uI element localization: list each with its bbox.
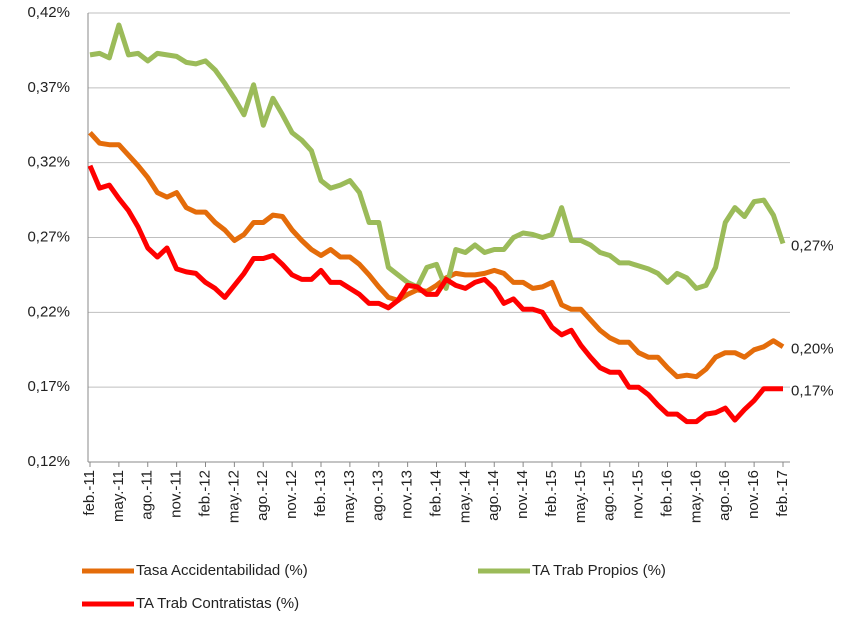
- x-tick-label: may.-14: [456, 470, 473, 523]
- x-tick-label: feb.-11: [81, 470, 98, 516]
- x-tick-label: nov.-12: [283, 470, 300, 519]
- x-tick-label: may.-12: [225, 470, 242, 523]
- x-tick-label: ago.-11: [139, 470, 156, 520]
- x-tick-label: feb.-15: [543, 470, 560, 517]
- x-tick-label: ago.-13: [370, 470, 387, 521]
- x-tick-label: ago.-15: [601, 470, 618, 521]
- x-tick-label: may.-16: [687, 470, 704, 523]
- series-line: [89, 22, 786, 291]
- y-tick-label: 0,42%: [27, 4, 70, 21]
- x-tick-label: feb.-17: [774, 470, 791, 517]
- legend-label: Tasa Accidentabilidad (%): [136, 562, 308, 579]
- legend-label: TA Trab Contratistas (%): [136, 595, 299, 612]
- x-tick-label: may.-13: [341, 470, 358, 523]
- y-tick-label: 0,32%: [27, 154, 70, 171]
- series-line: [88, 131, 785, 380]
- x-tick-label: may.-15: [572, 470, 589, 523]
- value-label: 0,17%: [791, 383, 834, 400]
- value-label: 0,20%: [791, 341, 834, 358]
- x-tick-label: nov.-16: [745, 470, 762, 519]
- legend-label: TA Trab Propios (%): [532, 562, 666, 579]
- x-tick-label: nov.-11: [168, 470, 185, 518]
- x-tick-label: may.-11: [110, 470, 127, 522]
- y-tick-label: 0,27%: [27, 228, 70, 245]
- value-label: 0,27%: [791, 237, 834, 254]
- x-tick-label: nov.-15: [630, 470, 647, 519]
- x-tick-label: ago.-12: [254, 470, 271, 521]
- x-tick-label: ago.-14: [485, 470, 502, 521]
- y-tick-label: 0,12%: [27, 453, 70, 470]
- x-tick-label: feb.-16: [658, 470, 675, 517]
- series-line: [87, 164, 783, 425]
- y-tick-label: 0,22%: [27, 303, 70, 320]
- x-tick-label: feb.-14: [427, 470, 444, 517]
- x-tick-label: nov.-14: [514, 470, 531, 519]
- x-tick-label: ago.-16: [716, 470, 733, 521]
- y-tick-label: 0,17%: [27, 378, 70, 395]
- y-tick-label: 0,37%: [27, 79, 70, 96]
- x-tick-label: nov.-13: [399, 470, 416, 519]
- x-tick-label: feb.-13: [312, 470, 329, 517]
- x-tick-label: feb.-12: [196, 470, 213, 517]
